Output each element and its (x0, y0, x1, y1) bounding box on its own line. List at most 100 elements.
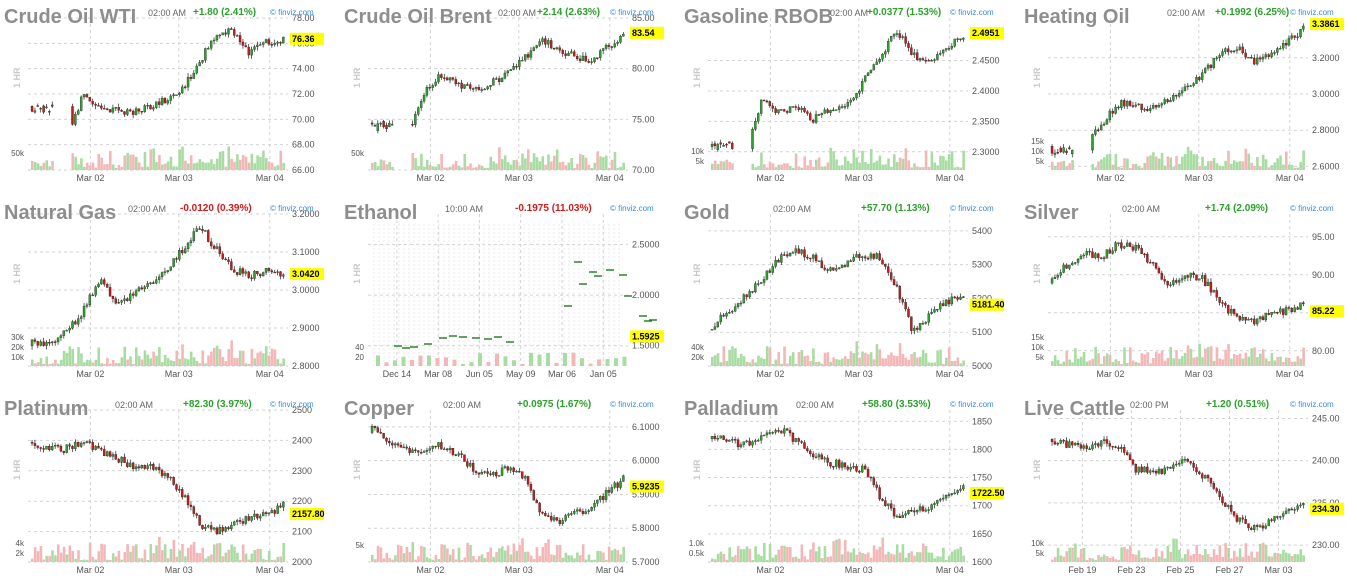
volume-bar (564, 552, 568, 562)
candle (448, 77, 452, 81)
candle (1183, 86, 1187, 91)
volume-bar (872, 359, 876, 366)
chart-title[interactable]: Crude Oil Brent (344, 6, 492, 28)
candle (765, 432, 769, 436)
candle (201, 60, 204, 63)
finviz-logo[interactable]: © finviz.com (1290, 204, 1334, 213)
chart-title[interactable]: Platinum (4, 398, 89, 420)
volume-bar (765, 346, 769, 366)
chart-panel-copper[interactable]: 6.1000 6.0000 5.9000 5.8000 5.7000 Mar 02 Mar … (340, 392, 680, 585)
volume-bar (146, 354, 150, 366)
chart-panel-ethanol[interactable]: 2.5000 2.0000 1.5000 Dec 14 Mar 08 Jun 05 May … (340, 196, 680, 389)
chart-title[interactable]: Live Cattle (1024, 398, 1126, 420)
candle (207, 230, 210, 242)
candle (140, 287, 144, 290)
chart-panel-platinum[interactable]: 2500 2400 2300 2200 2100 2000 Mar 02 Mar 03 Mar … (0, 392, 340, 585)
candle (1221, 496, 1224, 504)
volume-bar (599, 156, 602, 170)
chart-panel-palladium[interactable]: 1850 1800 1750 1700 1650 1600 Mar 02 Mar 03 Mar … (680, 392, 1020, 585)
finviz-logo[interactable]: © finviz.com (610, 400, 654, 409)
candle (506, 70, 510, 74)
volume-bar (1282, 361, 1285, 366)
volume-bar (887, 158, 890, 170)
volume-bar (959, 546, 963, 562)
finviz-logo[interactable]: © finviz.com (950, 204, 994, 213)
volume-bar (602, 157, 605, 170)
volume-bar (520, 363, 525, 366)
volume-bar (83, 166, 86, 170)
volume-bar (483, 167, 487, 170)
candle (558, 47, 562, 51)
candle (552, 47, 556, 50)
candle (754, 440, 757, 442)
candle (1169, 284, 1172, 286)
candle (1276, 516, 1279, 518)
finviz-logo[interactable]: © finviz.com (610, 8, 654, 17)
finviz-logo[interactable]: © finviz.com (950, 8, 994, 17)
chart-title[interactable]: Gasoline RBOB (684, 6, 833, 28)
candle (385, 438, 388, 442)
volume-bar (757, 554, 760, 562)
chart-panel-gold[interactable]: 5400 5300 5200 5100 5000 Mar 02 Mar 03 Mar 04 40… (680, 196, 1020, 389)
chart-title[interactable]: Crude Oil WTI (4, 6, 137, 28)
chart-title[interactable]: Palladium (684, 398, 779, 420)
candle (1125, 452, 1129, 455)
candle (783, 254, 786, 256)
chart-title[interactable]: Ethanol (344, 202, 418, 224)
candle (722, 435, 725, 440)
candle (489, 473, 492, 475)
volume-bar (916, 357, 919, 366)
volume-bar (820, 166, 824, 170)
volume-bar (123, 346, 127, 366)
finviz-logo[interactable]: © finviz.com (270, 204, 314, 213)
volume-bar (581, 544, 585, 562)
chart-panel-crude-oil-brent[interactable]: 85.00 80.00 75.00 70.00 Mar 02 Mar 03 Mar 04 50… (340, 0, 680, 193)
volume-tick-label: 20 (355, 353, 364, 362)
volume-bar (443, 544, 446, 562)
y-tick-label: 5100 (972, 327, 992, 337)
chart-panel-heating-oil[interactable]: 3.2000 3.0000 2.8000 2.6000 Mar 02 Mar 03 Mar … (1020, 0, 1357, 193)
volume-bar (132, 363, 135, 366)
volume-bar (230, 340, 233, 366)
finviz-logo[interactable]: © finviz.com (610, 204, 654, 213)
chart-title[interactable]: Silver (1024, 202, 1079, 224)
volume-bar (489, 547, 493, 562)
volume-bar (77, 347, 80, 366)
volume-bar (1253, 347, 1256, 366)
volume-bar (838, 165, 841, 170)
candle (56, 445, 60, 447)
chart-title[interactable]: Gold (684, 202, 730, 224)
volume-tick-label: 10k (1031, 343, 1045, 352)
chart-title[interactable]: Natural Gas (4, 202, 117, 224)
volume-bar (953, 549, 957, 562)
volume-bar (117, 164, 121, 170)
finviz-logo[interactable]: © finviz.com (950, 400, 994, 409)
volume-bar (1285, 151, 1288, 170)
chart-title[interactable]: Copper (344, 398, 414, 420)
candle (1195, 274, 1198, 281)
volume-bar (501, 159, 504, 170)
volume-bar (711, 356, 714, 366)
finviz-logo[interactable]: © finviz.com (1290, 400, 1334, 409)
finviz-logo[interactable]: © finviz.com (270, 8, 314, 17)
candle (561, 50, 564, 54)
candle (596, 499, 599, 504)
volume-bar (855, 554, 859, 562)
volume-bar (1056, 547, 1060, 562)
finviz-logo[interactable]: © finviz.com (270, 400, 314, 409)
candle (370, 122, 374, 125)
candle (933, 59, 936, 61)
candle (771, 266, 774, 273)
chart-panel-natural-gas[interactable]: 3.2000 3.1000 3.0000 2.9000 2.8000 Mar 02 Mar … (0, 196, 340, 389)
candle (1192, 83, 1195, 86)
volume-bar (221, 151, 225, 170)
chart-panel-gasoline-rbob[interactable]: 2.4500 2.4000 2.3500 2.3000 Mar 02 Mar 03 Mar … (680, 0, 1020, 193)
finviz-logo[interactable]: © finviz.com (1290, 8, 1334, 17)
volume-bar (1155, 351, 1158, 366)
chart-title[interactable]: Heating Oil (1024, 6, 1130, 28)
volume-bar (129, 551, 132, 562)
volume-bar (265, 559, 268, 562)
